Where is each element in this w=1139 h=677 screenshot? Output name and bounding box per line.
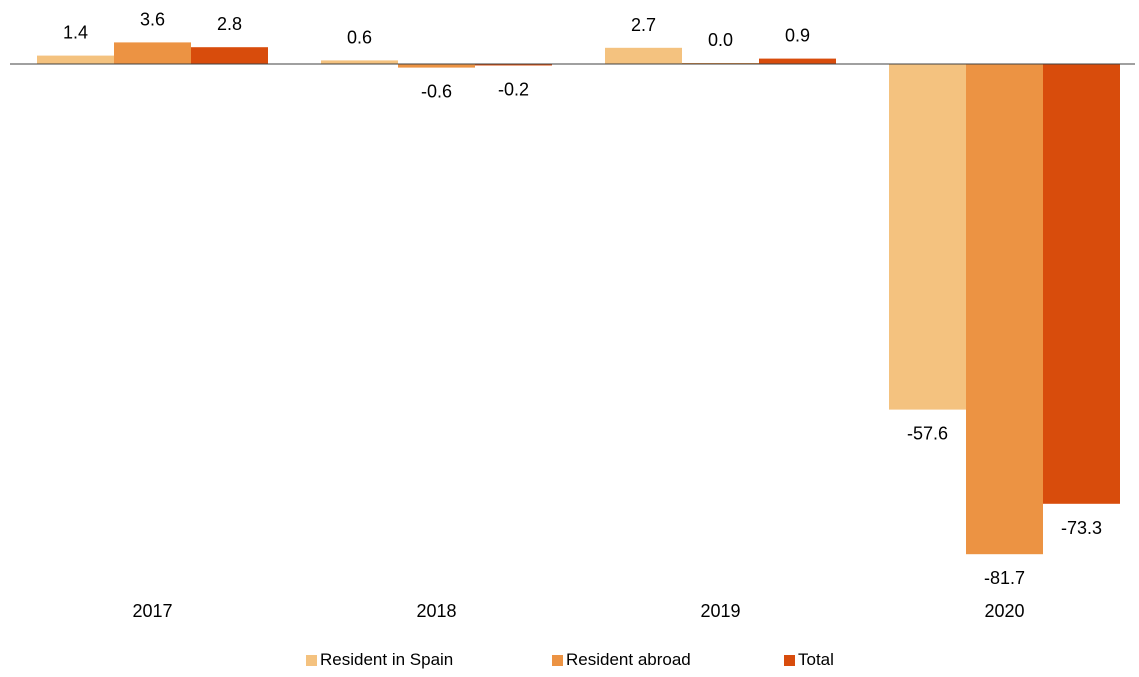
legend-swatch-series-1: [552, 655, 563, 666]
bar-2017-series-1: [114, 42, 191, 64]
data-label-2019-series-2: 0.9: [785, 26, 810, 46]
bar-2020-series-1: [966, 64, 1043, 555]
legend-swatch-series-0: [306, 655, 317, 666]
bars-layer: [37, 42, 1120, 555]
data-label-2019-series-0: 2.7: [631, 15, 656, 35]
bar-2017-series-0: [37, 55, 114, 64]
legend-swatch-series-2: [784, 655, 795, 666]
data-labels-layer: 1.4 0.6 2.7 -57.6 3.6 -0.6 0.0 -81.7 2.8 -0.2 0.9 -…: [63, 9, 1102, 588]
category-labels-layer: 2017 2018 2019 2020: [132, 601, 1024, 621]
category-label-2019: 2019: [700, 601, 740, 621]
data-label-2018-series-2: -0.2: [498, 80, 529, 100]
bar-2018-series-1: [398, 64, 475, 68]
data-label-2018-series-1: -0.6: [421, 82, 452, 102]
bar-2019-series-0: [605, 47, 682, 64]
category-label-2020: 2020: [984, 601, 1024, 621]
data-label-2017-series-0: 1.4: [63, 23, 88, 43]
legend-label-series-0: Resident in Spain: [320, 650, 453, 669]
bar-2018-series-2: [475, 64, 552, 66]
legend: Resident in Spain Resident abroad Total: [306, 650, 834, 669]
bar-2020-series-0: [889, 64, 966, 410]
bar-2018-series-0: [321, 60, 398, 64]
data-label-2018-series-0: 0.6: [347, 27, 372, 47]
bar-2017-series-2: [191, 47, 268, 64]
data-label-2020-series-1: -81.7: [984, 568, 1025, 588]
category-label-2017: 2017: [132, 601, 172, 621]
category-label-2018: 2018: [416, 601, 456, 621]
data-label-2017-series-2: 2.8: [217, 14, 242, 34]
bar-2019-series-2: [759, 58, 836, 64]
data-label-2019-series-1: 0.0: [708, 30, 733, 50]
data-label-2020-series-0: -57.6: [907, 424, 948, 444]
data-label-2017-series-1: 3.6: [140, 9, 165, 29]
legend-label-series-1: Resident abroad: [566, 650, 691, 669]
legend-label-series-2: Total: [798, 650, 834, 669]
bar-2020-series-2: [1043, 64, 1120, 504]
data-label-2020-series-2: -73.3: [1061, 518, 1102, 538]
